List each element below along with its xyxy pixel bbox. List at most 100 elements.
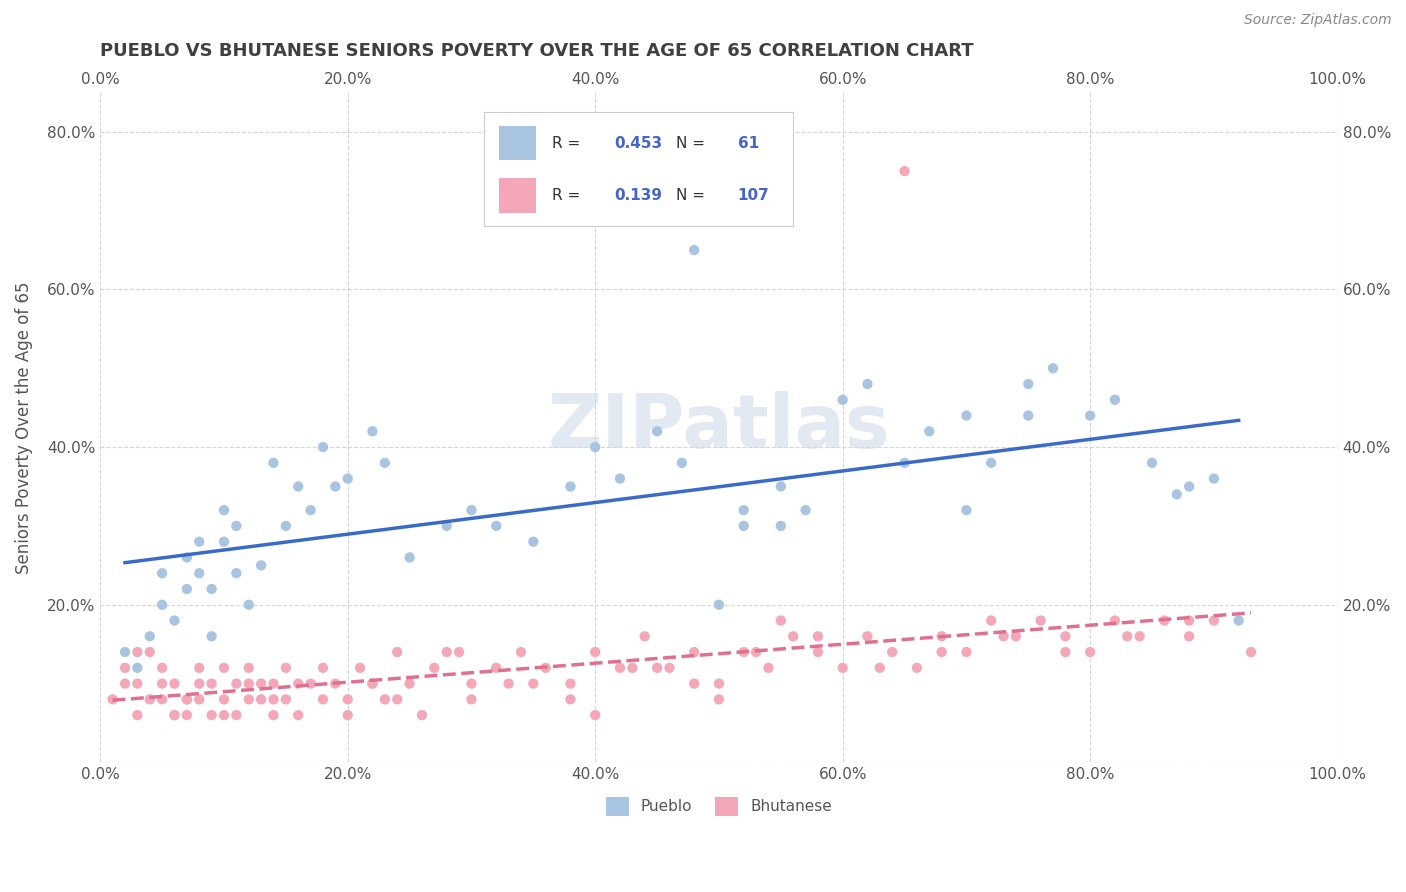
Point xyxy=(150,661,173,675)
Point xyxy=(1017,409,1039,423)
Point xyxy=(1178,479,1201,493)
Point xyxy=(758,661,780,675)
Point xyxy=(212,692,235,706)
Point xyxy=(325,479,347,493)
Point xyxy=(349,661,371,675)
Point xyxy=(188,692,211,706)
Point xyxy=(769,614,792,628)
Point xyxy=(560,692,582,706)
Point xyxy=(176,692,198,706)
Point xyxy=(1227,614,1250,628)
Point xyxy=(387,645,409,659)
Point xyxy=(176,708,198,723)
Point xyxy=(980,614,1002,628)
Point xyxy=(905,661,928,675)
Point xyxy=(336,692,359,706)
Point xyxy=(225,519,247,533)
Point xyxy=(831,661,853,675)
Point xyxy=(250,676,273,690)
Point xyxy=(1078,409,1101,423)
Point xyxy=(782,629,804,643)
Point xyxy=(485,519,508,533)
Point xyxy=(312,440,335,454)
Point xyxy=(1166,487,1188,501)
Point xyxy=(287,676,309,690)
Point xyxy=(1078,645,1101,659)
Point xyxy=(127,661,149,675)
Point xyxy=(522,676,544,690)
Point xyxy=(312,661,335,675)
Point xyxy=(510,645,533,659)
Point xyxy=(188,566,211,581)
Point xyxy=(127,645,149,659)
Y-axis label: Seniors Poverty Over the Age of 65: Seniors Poverty Over the Age of 65 xyxy=(15,281,32,574)
Point xyxy=(645,425,668,439)
Legend: Pueblo, Bhutanese: Pueblo, Bhutanese xyxy=(599,791,838,822)
Point xyxy=(387,692,409,706)
Point xyxy=(449,645,471,659)
Point xyxy=(683,243,706,257)
Point xyxy=(1129,629,1152,643)
Point xyxy=(1178,614,1201,628)
Point xyxy=(658,661,681,675)
Point xyxy=(1140,456,1163,470)
Point xyxy=(238,661,260,675)
Point xyxy=(101,692,124,706)
Point xyxy=(1054,629,1077,643)
Point xyxy=(733,645,755,659)
Point xyxy=(287,708,309,723)
Point xyxy=(114,676,136,690)
Point xyxy=(807,629,830,643)
Point xyxy=(671,456,693,470)
Point xyxy=(583,708,606,723)
Point xyxy=(931,629,953,643)
Point xyxy=(423,661,446,675)
Point xyxy=(707,692,730,706)
Point xyxy=(683,645,706,659)
Point xyxy=(263,708,285,723)
Text: ZIPatlas: ZIPatlas xyxy=(547,391,890,464)
Point xyxy=(139,645,162,659)
Point xyxy=(560,676,582,690)
Point xyxy=(436,519,458,533)
Text: Source: ZipAtlas.com: Source: ZipAtlas.com xyxy=(1244,13,1392,28)
Point xyxy=(150,598,173,612)
Point xyxy=(1202,614,1225,628)
Point xyxy=(485,661,508,675)
Point xyxy=(325,676,347,690)
Point xyxy=(150,692,173,706)
Point xyxy=(163,708,186,723)
Point xyxy=(460,676,482,690)
Point xyxy=(683,676,706,690)
Point xyxy=(621,661,644,675)
Point xyxy=(225,708,247,723)
Point xyxy=(645,661,668,675)
Point xyxy=(225,676,247,690)
Point xyxy=(336,708,359,723)
Point xyxy=(436,645,458,659)
Point xyxy=(955,503,977,517)
Point xyxy=(1029,614,1052,628)
Point xyxy=(955,645,977,659)
Point xyxy=(769,479,792,493)
Point xyxy=(1104,614,1126,628)
Point xyxy=(1153,614,1175,628)
Point xyxy=(287,479,309,493)
Point xyxy=(176,550,198,565)
Point xyxy=(1240,645,1263,659)
Point xyxy=(201,629,224,643)
Point xyxy=(127,708,149,723)
Point xyxy=(299,676,322,690)
Point xyxy=(733,503,755,517)
Point xyxy=(163,708,186,723)
Point xyxy=(398,676,420,690)
Point xyxy=(1178,629,1201,643)
Point xyxy=(374,456,396,470)
Point xyxy=(263,692,285,706)
Point xyxy=(212,503,235,517)
Point xyxy=(188,661,211,675)
Point xyxy=(201,708,224,723)
Point xyxy=(980,456,1002,470)
Point xyxy=(163,676,186,690)
Point xyxy=(856,629,879,643)
